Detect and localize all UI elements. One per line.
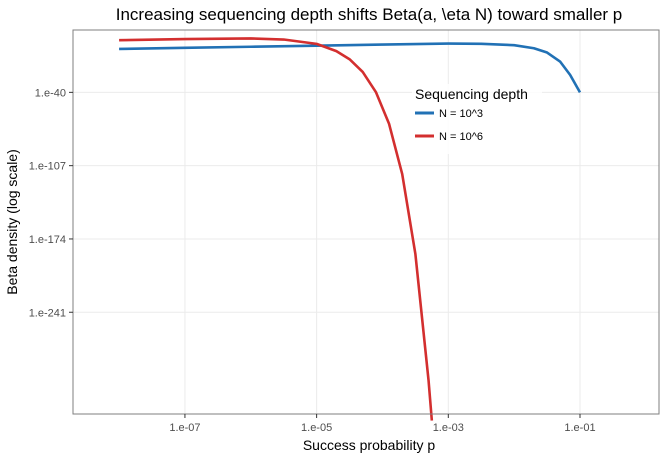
y-tick-label: 1.e-241 <box>29 307 66 319</box>
y-tick-label: 1.e-107 <box>29 161 66 173</box>
legend-title: Sequencing depth <box>415 86 528 102</box>
x-tick-label: 1.e-01 <box>564 422 595 434</box>
chart-title: Increasing sequencing depth shifts Beta(… <box>116 5 623 24</box>
plot-border <box>72 29 660 415</box>
y-axis-title: Beta density (log scale) <box>4 149 20 295</box>
series-line-1 <box>119 37 434 421</box>
x-tick-label: 1.e-05 <box>301 422 332 434</box>
series-line-0 <box>119 42 582 93</box>
y-tick-label: 1.e-40 <box>35 87 66 99</box>
x-tick-label: 1.e-03 <box>433 422 464 434</box>
x-axis-title: Success probability p <box>303 437 436 453</box>
legend-background <box>412 84 542 154</box>
x-tick-label: 1.e-07 <box>169 422 200 434</box>
y-axis-ticks: 1.e-40 1.e-107 1.e-174 1.e-241 <box>29 87 73 319</box>
legend: Sequencing depth N = 10^3 N = 10^6 <box>412 84 542 154</box>
legend-label-n1e3: N = 10^3 <box>439 108 483 120</box>
x-axis-ticks: 1.e-07 1.e-05 1.e-03 1.e-01 <box>169 414 596 434</box>
series-lines <box>119 37 582 421</box>
y-tick-label: 1.e-174 <box>29 234 66 246</box>
plot-panel <box>73 30 659 414</box>
legend-label-n1e6: N = 10^6 <box>439 131 483 143</box>
